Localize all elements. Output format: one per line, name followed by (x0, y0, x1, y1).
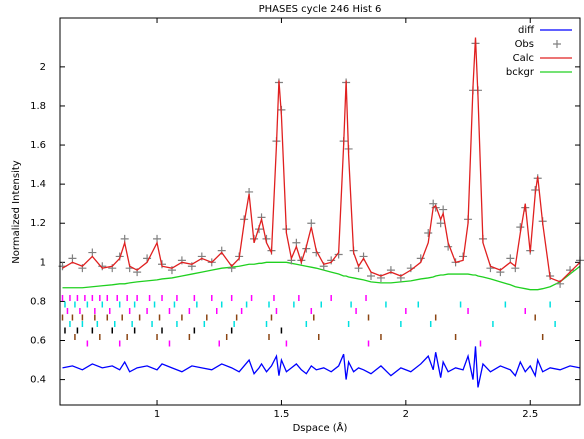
plot-frame (59, 17, 581, 406)
legend-label: diff (518, 25, 535, 36)
legend-label: bckgr (506, 67, 535, 78)
legend-label: Calc (513, 53, 534, 64)
y-axis-label: Normalized Intensity (11, 160, 22, 263)
x-tick-label: 2.5 (522, 409, 538, 420)
series-line (62, 37, 581, 283)
obs-point (386, 266, 395, 275)
x-axis-label: Dspace (Å) (293, 421, 348, 434)
obs-point (367, 272, 376, 280)
obs-point (376, 273, 385, 282)
obs-point (68, 254, 77, 263)
x-tick-label: 1.5 (273, 409, 289, 420)
legend-swatch (553, 40, 561, 48)
chart-title: PHASES cycle 246 Hist 6 (259, 4, 382, 15)
obs-point (424, 229, 433, 237)
series-line (62, 346, 581, 388)
y-tick-label: 0.4 (30, 375, 46, 386)
y-tick-label: 1.4 (30, 179, 46, 190)
obs-point (327, 256, 336, 265)
x-tick-label: 2 (403, 409, 409, 420)
obs-point (307, 219, 316, 228)
y-tick-label: 1.6 (30, 140, 46, 151)
y-tick-label: 0.8 (30, 296, 46, 307)
y-tick-label: 0.6 (30, 336, 46, 347)
series-line (62, 261, 581, 291)
obs-point (98, 262, 107, 271)
obs-point (88, 248, 97, 257)
x-tick-label: 1 (154, 409, 160, 420)
y-tick-label: 1.8 (30, 101, 46, 112)
legend-label: Obs (515, 39, 534, 50)
y-tick-label: 1.2 (30, 218, 46, 229)
y-tick-label: 1 (40, 257, 46, 268)
obs-point (506, 254, 515, 263)
y-tick-label: 2 (40, 62, 46, 73)
